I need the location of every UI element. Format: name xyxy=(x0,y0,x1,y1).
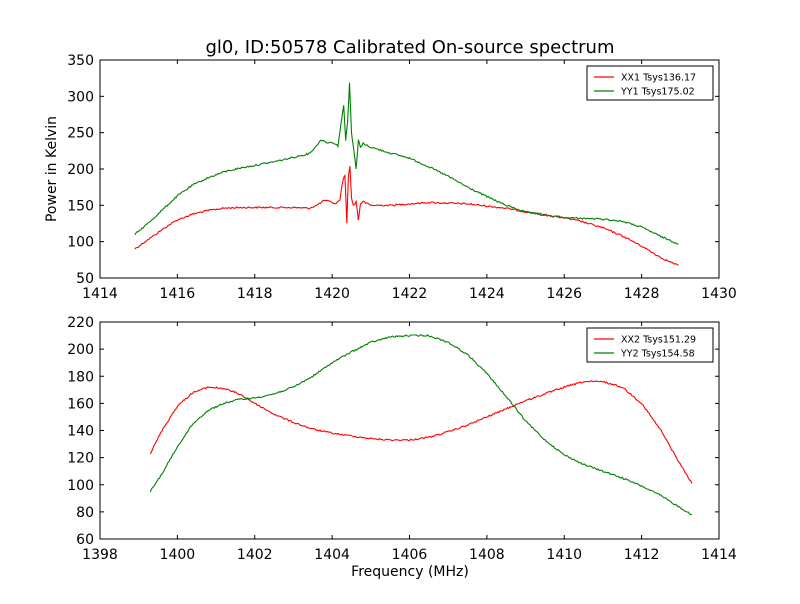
bottom-y-tick-label: 140 xyxy=(67,424,94,440)
top-y-tick-label: 300 xyxy=(67,89,94,105)
bottom-legend-box xyxy=(586,327,714,363)
top-x-tick-label: 1426 xyxy=(546,286,582,302)
bottom-y-tick-label: 60 xyxy=(76,532,94,548)
bottom-legend-label-2: YY2 Tsys154.58 xyxy=(620,349,695,360)
bottom-y-tick-label: 120 xyxy=(67,451,94,467)
bottom-y-tick-label: 220 xyxy=(67,315,94,331)
bottom-series-line-2 xyxy=(149,334,692,516)
bottom-x-axis-label: Frequency (MHz) xyxy=(351,564,469,580)
bottom-x-tick-label: 1408 xyxy=(469,547,505,563)
top-legend-box xyxy=(586,65,714,101)
top-y-tick-label: 250 xyxy=(67,126,94,142)
top-plot: 1414 1416 1418 1420 1422 1424 1426 1428 1430 50 10… xyxy=(67,53,737,302)
bottom-y-tick-label: 200 xyxy=(67,342,94,358)
top-y-tick-label: 100 xyxy=(67,235,94,251)
bottom-x-tick-label: 1398 xyxy=(82,547,118,563)
bottom-y-tick-label: 100 xyxy=(67,478,94,494)
bottom-x-tick-label: 1402 xyxy=(237,547,273,563)
bottom-x-tick-label: 1412 xyxy=(624,547,660,563)
top-y-tick-label: 350 xyxy=(67,53,94,69)
top-series-line-2 xyxy=(134,82,679,245)
top-legend: XX1 Tsys136.17 YY1 Tsys175.02 xyxy=(586,65,714,101)
bottom-legend-label-1: XX2 Tsys151.29 xyxy=(621,335,696,346)
top-x-tick-label: 1420 xyxy=(314,286,350,302)
top-y-tick-label: 150 xyxy=(67,198,94,214)
bottom-series-line-1 xyxy=(149,380,693,484)
bottom-y-tick-label: 80 xyxy=(76,505,94,521)
top-x-tick-label: 1430 xyxy=(701,286,737,302)
top-x-tick-label: 1422 xyxy=(392,286,428,302)
bottom-x-tick-label: 1410 xyxy=(546,547,582,563)
top-x-tick-label: 1414 xyxy=(82,286,118,302)
top-legend-label-2: YY1 Tsys175.02 xyxy=(620,87,695,98)
bottom-x-tick-label: 1404 xyxy=(314,547,350,563)
chart-title: gl0, ID:50578 Calibrated On-source spect… xyxy=(205,37,614,58)
bottom-plot: 1398 1400 1402 1404 1406 1408 1410 1412 1414 60 80… xyxy=(67,315,737,563)
top-x-tick-label: 1424 xyxy=(469,286,505,302)
top-series-line-1 xyxy=(134,166,679,267)
top-y-tick-label: 200 xyxy=(67,162,94,178)
top-x-tick-label: 1428 xyxy=(624,286,660,302)
bottom-x-tick-label: 1400 xyxy=(160,547,196,563)
bottom-y-tick-label: 180 xyxy=(67,369,94,385)
top-y-tick-label: 50 xyxy=(76,271,94,287)
top-x-tick-label: 1416 xyxy=(160,286,196,302)
top-x-tick-label: 1418 xyxy=(237,286,273,302)
top-y-axis-label: Power in Kelvin xyxy=(44,116,60,222)
bottom-y-tick-label: 160 xyxy=(67,396,94,412)
top-legend-label-1: XX1 Tsys136.17 xyxy=(621,73,696,84)
bottom-x-tick-label: 1414 xyxy=(701,547,737,563)
bottom-legend: XX2 Tsys151.29 YY2 Tsys154.58 xyxy=(586,327,714,363)
bottom-x-tick-label: 1406 xyxy=(392,547,428,563)
